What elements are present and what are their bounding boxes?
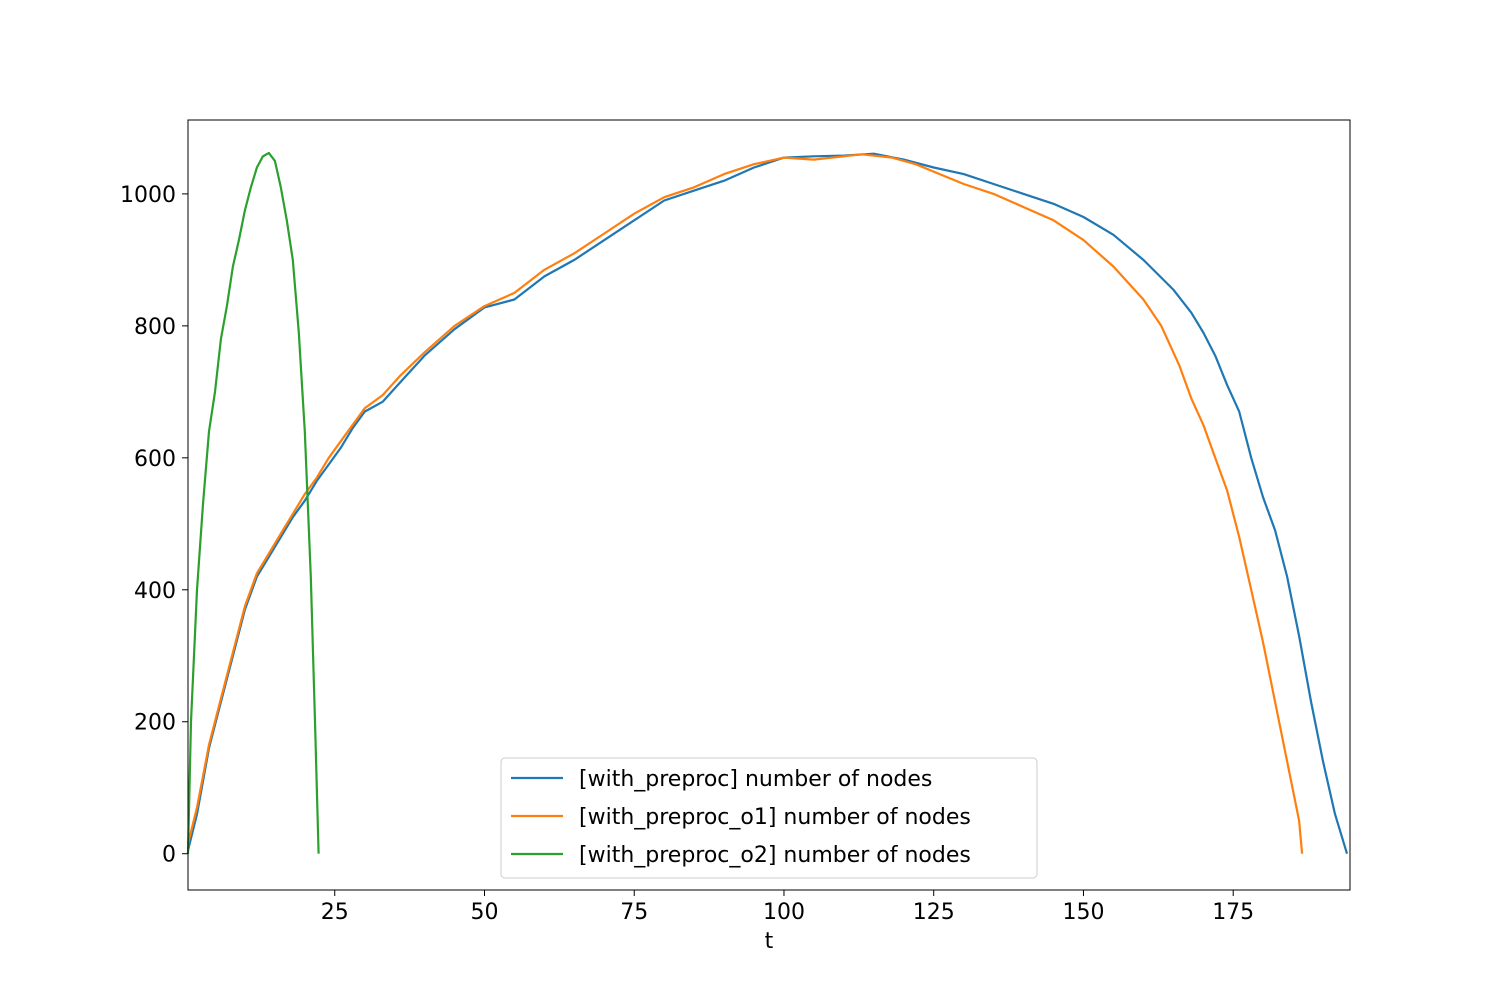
y-tick-label: 200	[134, 711, 176, 736]
x-tick-label: 100	[763, 900, 805, 925]
y-axis-ticks: 0 200 400 600 800 1000	[120, 183, 188, 868]
legend: [with_preproc] number of nodes [with_prep…	[500, 757, 1038, 879]
series-line-2	[186, 153, 1304, 854]
y-tick-label: 400	[134, 579, 176, 604]
y-tick-label: 1000	[120, 183, 176, 208]
x-tick-label: 25	[321, 900, 349, 925]
y-tick-label: 800	[134, 315, 176, 340]
series-layer	[186, 151, 1349, 855]
x-axis-ticks: 25 50 75 100 125 150 175	[321, 890, 1254, 925]
x-tick-label: 150	[1062, 900, 1104, 925]
series-line-3	[186, 151, 320, 854]
x-axis-label: t	[765, 929, 774, 954]
plot-frame	[187, 119, 1351, 891]
legend-label-1: [with_preproc] number of nodes	[579, 767, 932, 792]
legend-label-2: [with_preproc_o1] number of nodes	[579, 805, 971, 830]
x-tick-label: 175	[1212, 900, 1254, 925]
x-tick-label: 50	[470, 900, 498, 925]
legend-box	[500, 757, 1038, 879]
y-tick-label: 0	[162, 843, 176, 868]
x-tick-label: 125	[913, 900, 955, 925]
x-tick-label: 75	[620, 900, 648, 925]
y-tick-label: 600	[134, 447, 176, 472]
series-line-1	[186, 152, 1349, 855]
legend-label-3: [with_preproc_o2] number of nodes	[579, 843, 971, 868]
